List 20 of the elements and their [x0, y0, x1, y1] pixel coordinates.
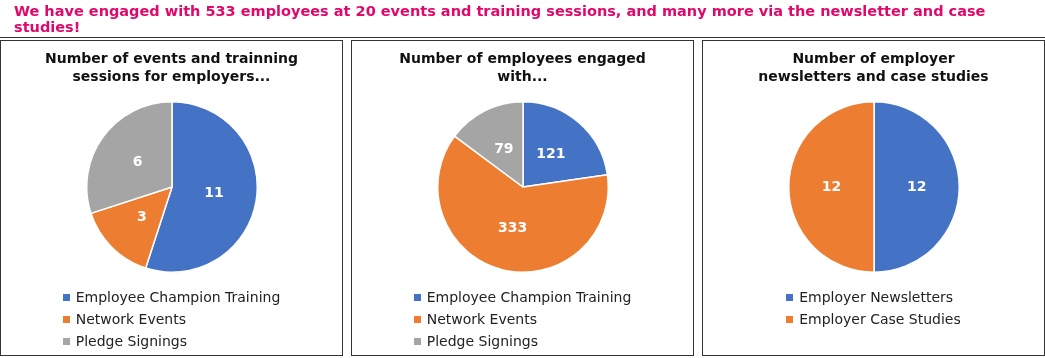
- legend-label: Pledge Signings: [426, 333, 538, 349]
- legend-label: Network Events: [75, 311, 187, 327]
- legend-label: Network Events: [426, 311, 538, 327]
- legend-label: Employee Champion Training: [426, 289, 632, 305]
- text: We have engaged with 533 employees at 20 events and training sessions, and many more via the newsletter and case studies!: [0, 0, 1045, 38]
- legend-label: Employee Champion Training: [75, 289, 281, 305]
- data-label: 333: [497, 218, 527, 235]
- legend-label: Employer Newsletters: [799, 289, 954, 305]
- data-label: 79: [493, 139, 514, 156]
- data-label: 3: [136, 207, 147, 224]
- data-label: 6: [132, 152, 142, 169]
- legend-label: Employer Case Studies: [799, 311, 961, 327]
- data-label: 121: [535, 145, 565, 162]
- data-label: 12: [906, 177, 926, 194]
- data-label: 11: [203, 184, 224, 201]
- legend-label: Pledge Signings: [75, 333, 187, 349]
- chart-title: Number of employees engaged with...: [398, 49, 647, 86]
- chart-title: Number of events and trainning sessions for employers...: [44, 49, 299, 86]
- data-label: 12: [821, 177, 841, 194]
- chart-title: Number of employer newsletters and case studies: [757, 49, 990, 86]
